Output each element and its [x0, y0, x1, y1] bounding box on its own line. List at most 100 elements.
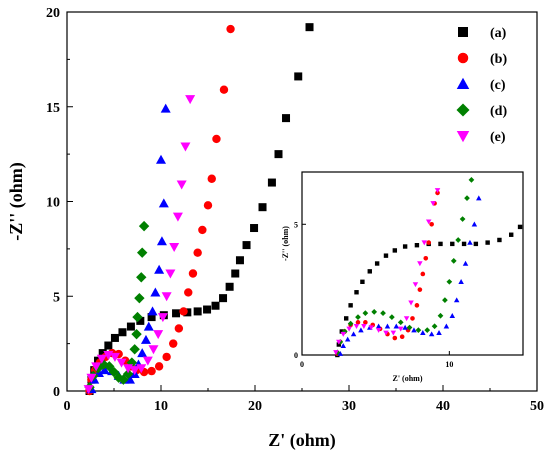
inset-data-point	[380, 310, 386, 317]
legend-marker	[458, 27, 468, 37]
data-point	[198, 225, 207, 235]
data-point	[267, 178, 276, 187]
inset-data-point	[414, 303, 420, 308]
data-point	[124, 374, 135, 384]
inset-data-point	[430, 201, 436, 207]
inset-data-point	[360, 279, 365, 284]
data-point	[157, 313, 168, 323]
data-point	[165, 269, 176, 279]
inset-data-point	[442, 297, 448, 303]
data-point	[211, 301, 220, 310]
inset-data-point	[336, 339, 342, 345]
data-point	[258, 203, 267, 212]
y-tick-label: 5	[53, 290, 60, 305]
data-point	[91, 362, 102, 372]
inset-data-point	[434, 188, 441, 194]
inset-data-point	[497, 237, 502, 243]
y-tick-label: 10	[46, 196, 60, 211]
data-point	[154, 264, 165, 274]
inset-data-point	[399, 334, 405, 340]
inset-data-point	[361, 324, 367, 329]
data-point	[137, 247, 148, 258]
inset-data-point	[389, 314, 395, 320]
legend: (a) (b) (c) (d) (e)	[456, 26, 507, 145]
data-point	[131, 328, 142, 340]
data-point	[212, 134, 221, 144]
inset-data-point	[485, 240, 490, 245]
data-point	[136, 364, 147, 374]
inset-data-point	[383, 253, 389, 258]
data-point	[158, 198, 169, 208]
legend-marker	[456, 131, 470, 143]
inset-data-point	[403, 316, 410, 322]
inset-data-point	[363, 320, 368, 325]
data-point	[109, 352, 120, 362]
x-tick-label: 50	[530, 399, 544, 414]
inset-data-point	[425, 219, 432, 225]
data-point	[156, 154, 166, 164]
inset-data-point	[446, 278, 453, 285]
x-tick-label: 30	[342, 399, 356, 414]
inset-data-point	[383, 330, 389, 336]
data-point	[184, 288, 193, 297]
data-point	[172, 212, 183, 222]
inset-data-point	[368, 325, 374, 331]
inset-data-point	[431, 323, 438, 330]
inset-data-point	[415, 327, 422, 334]
data-point	[203, 201, 213, 210]
inset-data-point	[384, 323, 391, 329]
x-tick-label: 10	[154, 399, 168, 414]
inset-x-tick-label: 0	[300, 360, 304, 369]
inset-data-point	[426, 240, 432, 245]
data-point	[154, 362, 164, 371]
legend-item: (a)	[458, 26, 507, 41]
legend-label: (b)	[490, 52, 507, 67]
inset-data-point	[340, 331, 347, 337]
data-point	[113, 372, 124, 383]
inset-data-point	[449, 313, 456, 318]
legend-label: (a)	[490, 26, 507, 41]
inset-data-point	[412, 282, 419, 288]
inset-data-point	[414, 243, 420, 248]
legend-item: (b)	[457, 52, 507, 67]
data-point	[242, 241, 251, 250]
data-point	[180, 142, 191, 152]
data-point	[142, 356, 153, 366]
inset-data-point	[350, 331, 357, 337]
data-point	[147, 366, 156, 376]
inset-data-point	[450, 258, 457, 264]
data-point	[185, 95, 196, 105]
y-tick-label: 0	[53, 385, 60, 400]
inset-data-point	[397, 319, 404, 326]
inset-data-point	[420, 271, 426, 277]
data-point	[162, 352, 171, 362]
inset-data-point	[339, 329, 344, 334]
data-point	[118, 328, 127, 337]
data-point	[179, 307, 188, 316]
inset-data-point	[406, 324, 413, 331]
data-point	[160, 103, 171, 113]
inset-data-point	[355, 314, 361, 320]
data-point	[274, 150, 283, 159]
data-point	[126, 322, 135, 331]
data-point	[96, 354, 107, 364]
data-point	[136, 272, 147, 283]
legend-label: (d)	[490, 104, 507, 119]
data-point	[122, 368, 134, 380]
data-point	[86, 373, 97, 383]
inset-data-point	[509, 232, 514, 237]
inset-data-point	[402, 244, 408, 249]
data-point	[305, 23, 314, 32]
series-e	[83, 95, 196, 395]
inset-data-point	[411, 327, 417, 333]
inset-frame	[301, 171, 524, 356]
inset-data-point	[473, 241, 479, 247]
data-point	[203, 305, 212, 314]
data-point	[250, 224, 259, 233]
data-point	[99, 365, 110, 375]
data-point	[136, 316, 145, 325]
inset-data-point	[467, 239, 473, 245]
